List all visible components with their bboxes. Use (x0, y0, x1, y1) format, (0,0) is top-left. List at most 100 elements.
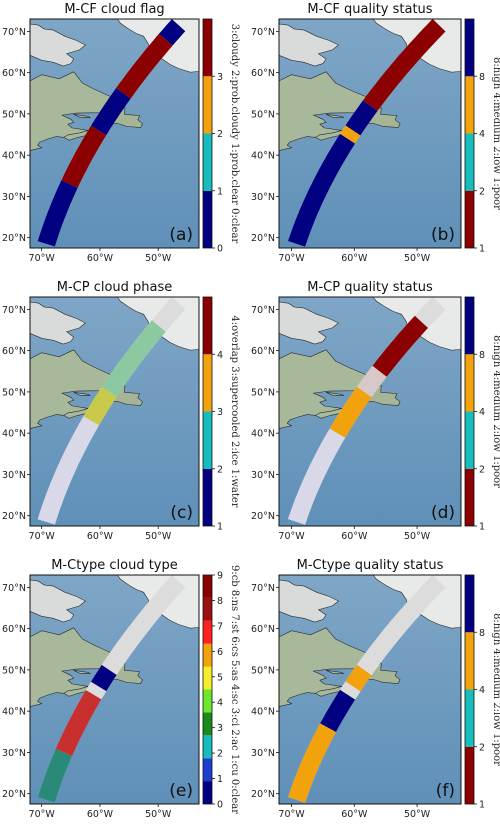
x-tick-label: 70°W (29, 809, 56, 820)
colorbar-segment (203, 575, 212, 598)
y-tick-label: 60°N (2, 624, 26, 635)
colorbar-label: 8:high 4:medium 2:low 1:poor (491, 613, 500, 766)
axes-frame (29, 574, 200, 805)
panel-title: M-CF quality status (307, 2, 432, 17)
baffin-island (278, 301, 340, 345)
y-tick-label: 60°N (2, 346, 26, 357)
x-tick-label: 60°W (341, 531, 368, 542)
y-tick-label: 50°N (251, 109, 275, 120)
y-tick-label: 50°N (251, 665, 275, 676)
colorbar-tick-label: 3 (217, 72, 223, 83)
colorbar-tick-label: 1 (479, 800, 485, 811)
colorbar-tick-label: 2 (217, 749, 223, 760)
y-tick-label: 40°N (2, 151, 26, 162)
colorbar-segment (203, 190, 212, 248)
colorbar-segment (203, 76, 212, 134)
x-tick-label: 50°W (404, 531, 431, 542)
panel-title: M-CP cloud phase (57, 280, 173, 295)
baffin-island (29, 23, 86, 67)
track-segment (329, 386, 372, 438)
track-segment (363, 18, 446, 111)
x-tick-label: 70°W (278, 531, 305, 542)
y-tick-label: 30°N (2, 470, 26, 481)
x-tick-label: 60°W (87, 253, 114, 264)
baffin-island (29, 301, 86, 345)
track-segment (37, 180, 78, 247)
colorbar-segment (203, 354, 212, 412)
colorbar-segment (465, 411, 474, 469)
y-tick-label: 70°N (2, 305, 26, 316)
panel-label: (f) (436, 781, 455, 801)
colorbar-tick-label: 1 (479, 244, 485, 255)
colorbar-tick-label: 8 (479, 628, 485, 639)
colorbar-tick-label: 2 (479, 742, 485, 753)
colorbar-segment (465, 354, 474, 412)
track-segment (288, 133, 356, 247)
track-segment (340, 681, 361, 700)
colorbar-segment (203, 712, 212, 736)
panel-title: M-CF cloud flag (64, 2, 164, 17)
map-panel: M-CF cloud flag(a)70°N60°N50°N40°N30°N20… (2, 2, 240, 264)
colorbar-segment (203, 758, 212, 782)
colorbar-tick-label: 4 (479, 685, 485, 696)
colorbar-segment (203, 133, 212, 191)
colorbar-frame (202, 574, 213, 805)
colorbar-tick-label: 6 (217, 647, 223, 658)
track-segment (83, 386, 117, 426)
colorbar-segment (465, 689, 474, 747)
colorbar-segment (465, 297, 474, 355)
axes-frame (278, 296, 462, 527)
mainland-north-america (278, 349, 381, 429)
track-segment (37, 748, 73, 803)
colorbar-segment (203, 781, 212, 804)
y-tick-label: 70°N (2, 583, 26, 594)
colorbar-segment (203, 689, 212, 713)
colorbar-segment (465, 76, 474, 134)
axes-frame (29, 296, 200, 527)
colorbar-tick-label: 3 (217, 407, 223, 418)
colorbar-segment (203, 19, 212, 77)
colorbar-tick-label: 2 (217, 464, 223, 475)
axes-frame (29, 18, 200, 249)
y-tick-label: 30°N (251, 470, 275, 481)
y-tick-label: 50°N (2, 109, 26, 120)
colorbar-segment (203, 597, 212, 621)
colorbar-tick-label: 7 (217, 621, 223, 632)
map-panel: M-CP cloud phase (c) 70°N 60°N 50°N 40°N 30°N 2… (2, 280, 240, 542)
panel-label: (d) (431, 503, 455, 523)
colorbar-tick-label: 1 (217, 522, 223, 533)
track-segment (340, 125, 361, 144)
track-segment (85, 681, 107, 700)
x-tick-label: 50°W (404, 809, 431, 820)
colorbar-segment (465, 133, 474, 191)
x-tick-label: 60°W (341, 809, 368, 820)
x-tick-label: 70°W (29, 531, 56, 542)
x-tick-label: 60°W (341, 253, 368, 264)
y-tick-label: 70°N (2, 27, 26, 38)
colorbar-tick-label: 0 (217, 800, 223, 811)
colorbar-label: 4:overlap 3:supercooled 2:ice 1:water (229, 315, 240, 507)
y-tick-label: 60°N (251, 68, 275, 79)
y-tick-label: 40°N (251, 429, 275, 440)
anticosti-island (73, 114, 91, 118)
y-tick-label: 20°N (2, 511, 26, 522)
track-segment (116, 33, 173, 99)
y-tick-label: 60°N (251, 346, 275, 357)
mainland-north-america (29, 349, 124, 429)
track-segment (357, 365, 387, 398)
colorbar-segment (465, 190, 474, 248)
colorbar-tick-label: 1 (217, 774, 223, 785)
mainland-north-america (29, 627, 124, 707)
y-tick-label: 30°N (2, 748, 26, 759)
panel-title: M-CP quality status (307, 280, 433, 295)
mainland-north-america (278, 627, 381, 707)
colorbar-tick-label: 2 (479, 464, 485, 475)
y-tick-label: 30°N (251, 748, 275, 759)
track-segment (357, 574, 446, 676)
baffin-island (29, 579, 86, 623)
track-segment (91, 88, 131, 136)
track-segment (151, 297, 186, 332)
colorbar-tick-label: 4 (217, 698, 223, 709)
colorbar-segment (203, 735, 212, 759)
